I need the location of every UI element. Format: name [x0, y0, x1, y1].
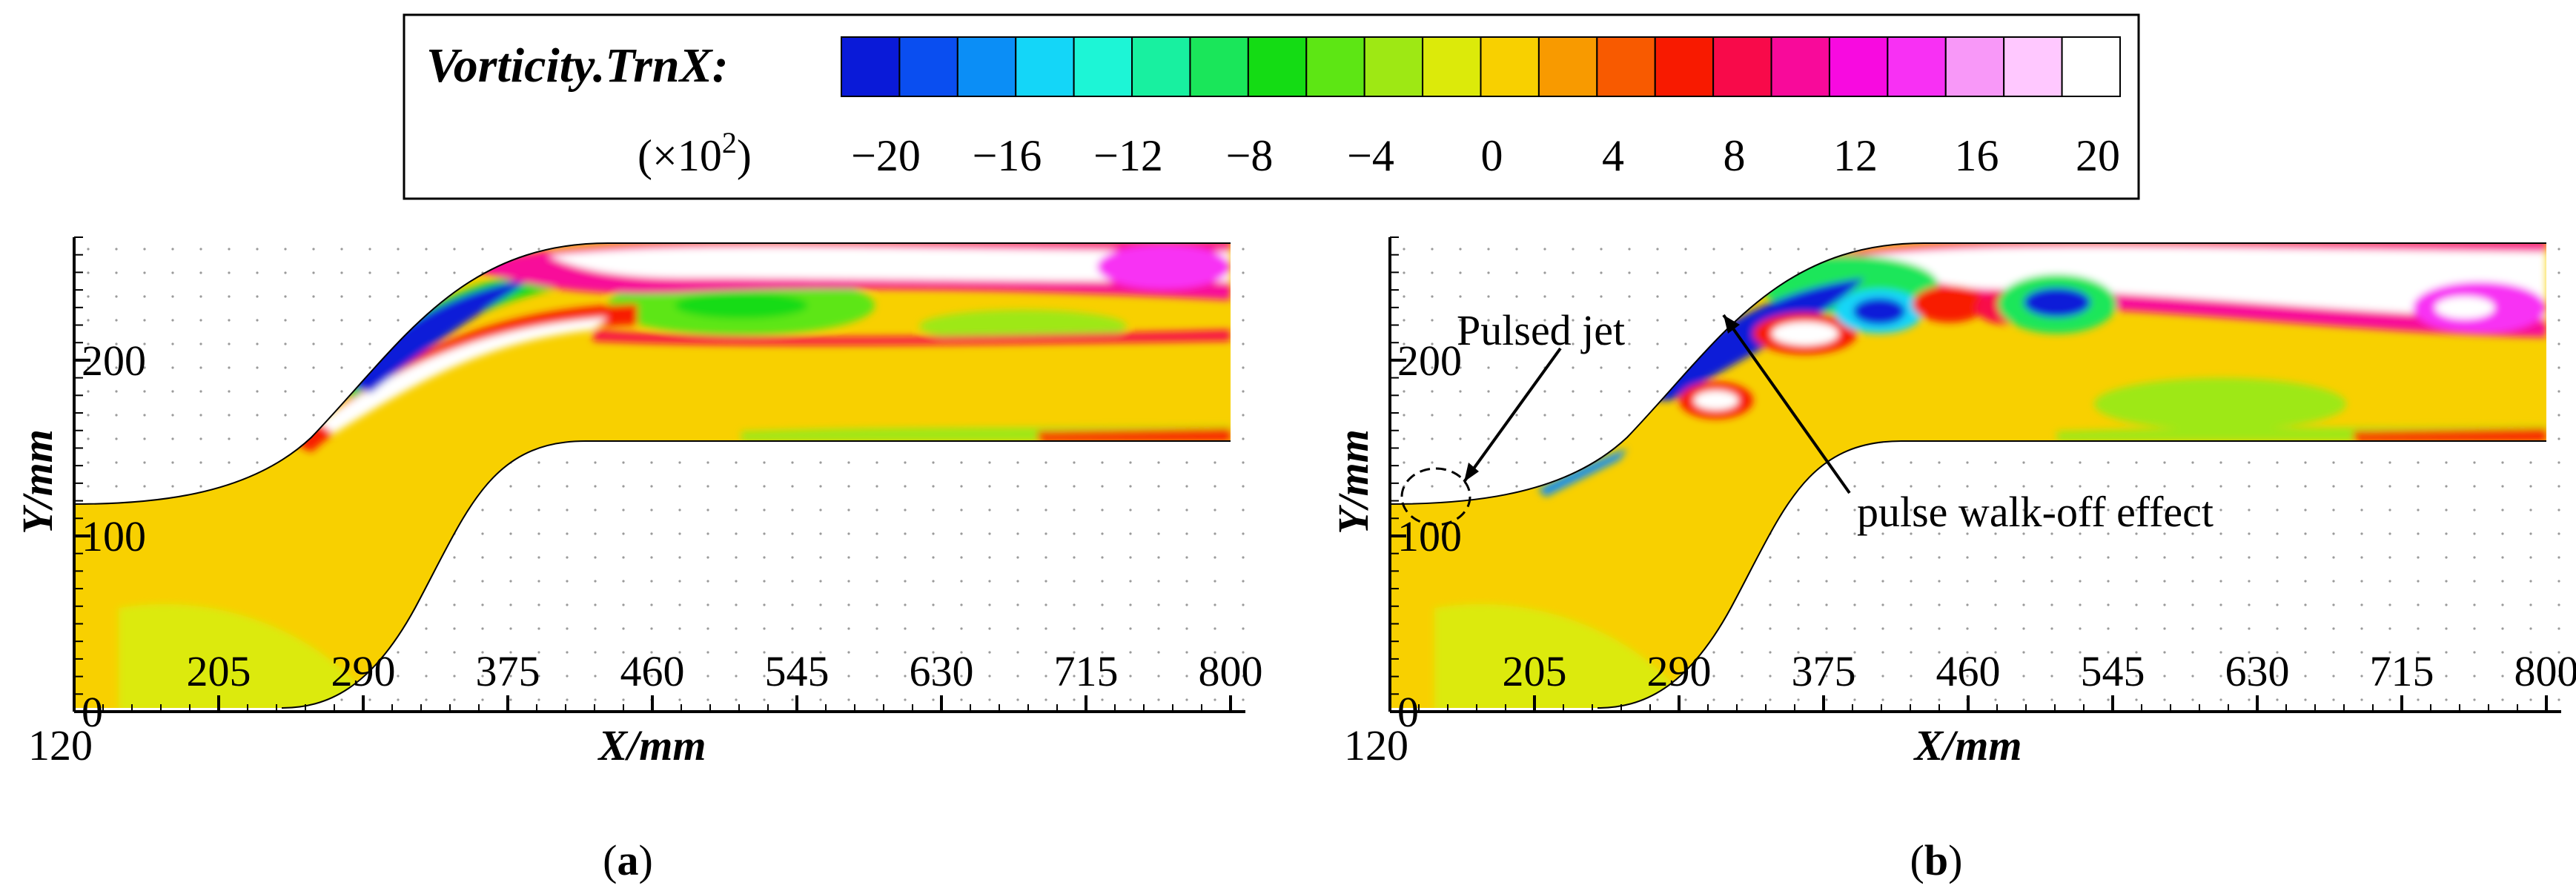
legend-swatch: [1363, 36, 1424, 97]
panel-a-x-ticks: [73, 695, 1232, 712]
panel-a-xlabel: X/mm: [597, 721, 706, 769]
x-tick-label: 545: [2081, 647, 2145, 695]
legend-swatch: [1480, 36, 1540, 97]
pulsed-jet-marker-circle: [1400, 467, 1471, 526]
legend-label: 12: [1833, 131, 1878, 180]
legend-swatch: [1712, 36, 1772, 97]
legend-swatch: [1596, 36, 1656, 97]
panel-a: 205 290 375 460 545 630 715 800 0 100 200 X/mm Y/m…: [13, 236, 1263, 769]
walk-off-arrow: [1722, 314, 1851, 494]
legend-swatch: [1131, 36, 1191, 97]
x-tick-label: 375: [1792, 647, 1856, 695]
pulsed-jet-arrowhead: [1464, 463, 1479, 482]
x-tick-label: 630: [2225, 647, 2290, 695]
panel-a-y-minor-ticks: [74, 236, 90, 713]
y-tick-label: 200: [82, 337, 146, 385]
legend-swatch: [1247, 36, 1308, 97]
legend-swatch: [2003, 36, 2063, 97]
colorbar-legend: Vorticity.TrnX: (×102) −20 −16 −12 −8 −4 0 4 8 1…: [403, 13, 2140, 200]
legend-label: 8: [1724, 131, 1746, 180]
panel-b-ylabel: Y/mm: [1329, 429, 1377, 534]
pulsed-jet-label: Pulsed jet: [1457, 306, 1625, 354]
legend-swatch: [1828, 36, 1889, 97]
x-tick-label: 205: [187, 647, 251, 695]
panel-a-caption: (a): [603, 836, 653, 884]
legend-label: −16: [973, 131, 1042, 180]
legend-swatch: [1189, 36, 1249, 97]
x-tick-label: 800: [1199, 647, 1263, 695]
legend-swatch: [1422, 36, 1482, 97]
legend-swatches: [841, 36, 2121, 97]
legend-swatch: [1305, 36, 1365, 97]
legend-swatch: [1944, 36, 2005, 97]
legend-swatch: [1537, 36, 1598, 97]
panel-b-x-ticks: [1389, 695, 2548, 712]
legend-label: −12: [1093, 131, 1163, 180]
y-tick-label: 100: [1397, 512, 1462, 560]
legend-swatch: [1073, 36, 1133, 97]
pulsed-jet-arrow: [1463, 347, 1562, 483]
legend-swatch: [1887, 36, 1947, 97]
panel-b-tick-labels: 205 290 375 460 545 630 715 800 0 100 200: [1397, 337, 2576, 736]
walk-off-arrowhead: [1724, 315, 1740, 334]
legend-title: Vorticity.TrnX:: [426, 39, 729, 93]
legend-unit: (×102): [638, 126, 752, 180]
x-tick-label: 290: [331, 647, 396, 695]
legend-swatch: [1015, 36, 1075, 97]
panel-a-x-origin-label: 120: [28, 721, 93, 769]
x-tick-label: 715: [2370, 647, 2434, 695]
panel-b-axes: [1388, 236, 2561, 713]
panel-a-ylabel: Y/mm: [13, 429, 62, 534]
legend-label: 20: [2076, 131, 2120, 180]
panel-a-tick-labels: 205 290 375 460 545 630 715 800 0 100 200: [82, 337, 1263, 736]
y-tick-label: 200: [1397, 337, 1462, 385]
legend-label: −4: [1347, 131, 1394, 180]
legend-swatch: [2061, 36, 2121, 97]
x-tick-label: 460: [620, 647, 685, 695]
legend-swatch: [1770, 36, 1830, 97]
x-tick-label: 630: [910, 647, 974, 695]
y-tick-label: 100: [82, 512, 146, 560]
legend-swatch: [1654, 36, 1715, 97]
legend-label: 16: [1955, 131, 1999, 180]
legend-label: 0: [1481, 131, 1503, 180]
legend-unit-exponent: 2: [722, 126, 737, 159]
panel-a-duct-wall: [73, 242, 1231, 709]
legend-label: −8: [1226, 131, 1274, 180]
y-tick-label: 0: [82, 688, 103, 736]
panel-b-x-origin-label: 120: [1344, 721, 1408, 769]
x-tick-label: 545: [765, 647, 830, 695]
x-tick-label: 290: [1647, 647, 1712, 695]
x-tick-label: 375: [476, 647, 540, 695]
x-tick-label: 205: [1503, 647, 1567, 695]
panel-b-caption: (b): [1910, 836, 1963, 884]
x-tick-label: 715: [1054, 647, 1119, 695]
x-tick-label: 800: [2514, 647, 2576, 695]
walk-off-label: pulse walk-off effect: [1857, 488, 2214, 536]
legend-labels: −20 −16 −12 −8 −4 0 4 8 12 16 20: [851, 131, 2120, 180]
panel-b-y-minor-ticks: [1390, 236, 1406, 713]
legend-swatch: [841, 36, 901, 97]
x-tick-label: 460: [1936, 647, 2001, 695]
panel-b-xlabel: X/mm: [1913, 721, 2022, 769]
panel-a-axes: [73, 236, 1245, 713]
panel-b-duct-wall: [1389, 242, 2546, 709]
panel-b: 205 290 375 460 545 630 715 800 0 100 200 Pulsed j…: [1329, 236, 2576, 769]
y-tick-label: 0: [1397, 688, 1419, 736]
legend-swatch: [956, 36, 1017, 97]
legend-label: 4: [1602, 131, 1624, 180]
legend-label: −20: [851, 131, 921, 180]
legend-swatch: [898, 36, 958, 97]
